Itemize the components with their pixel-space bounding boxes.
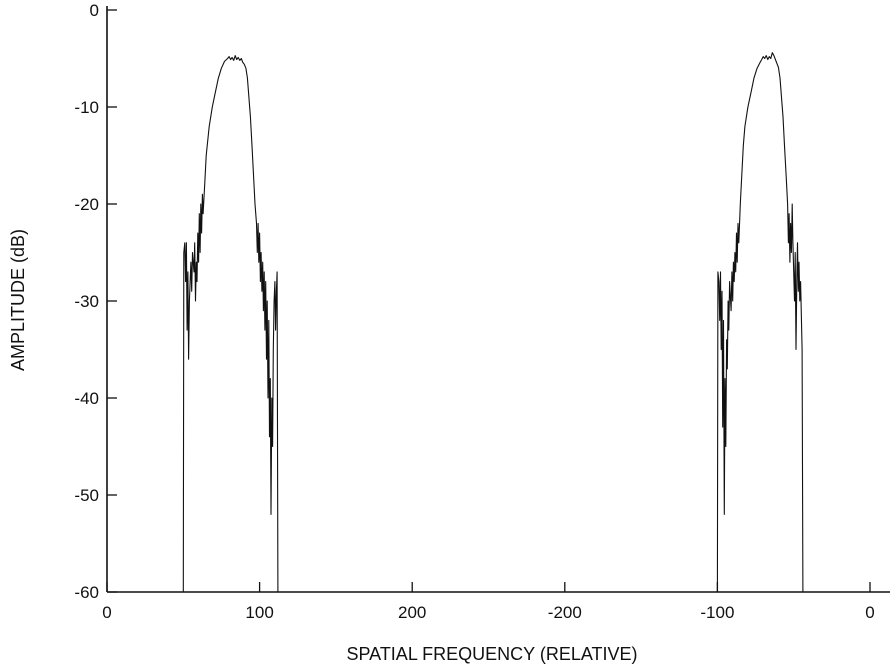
y-axis-title: AMPLITUDE (dB) — [8, 229, 28, 371]
chart-labels: SPATIAL FREQUENCY (RELATIVE) AMPLITUDE (… — [8, 229, 638, 664]
x-axis-title: SPATIAL FREQUENCY (RELATIVE) — [346, 644, 637, 664]
chart-axes: 0-10-20-30-40-50-600 100 200 -200 -100 0 — [74, 1, 890, 622]
y-tick-label: -30 — [74, 292, 99, 311]
y-tick-label: -20 — [74, 195, 99, 214]
y-tick-label: -50 — [74, 486, 99, 505]
x-tick-label: 0 — [865, 603, 874, 622]
x-tick-label: 100 — [245, 603, 273, 622]
x-tick-label: -200 — [548, 603, 582, 622]
chart-series — [182, 52, 804, 593]
y-tick-label: -10 — [74, 98, 99, 117]
x-tick-label: 0 — [102, 603, 111, 622]
x-tick-label: -100 — [700, 603, 734, 622]
x-tick-label: 200 — [398, 603, 426, 622]
y-tick-label: -60 — [74, 583, 99, 602]
y-tick-label: -40 — [74, 389, 99, 408]
y-tick-label: 0 — [90, 1, 99, 20]
series-trace-1 — [182, 55, 279, 593]
series-trace-2 — [716, 52, 804, 593]
